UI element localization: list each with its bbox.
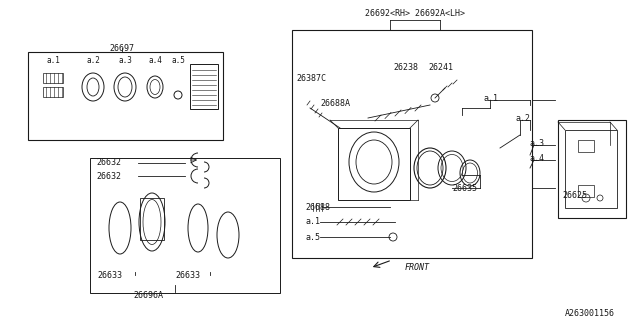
- Text: a.5: a.5: [305, 233, 320, 242]
- Text: FRONT: FRONT: [405, 263, 430, 273]
- Bar: [558, 120, 626, 218]
- Text: 26387C: 26387C: [296, 74, 326, 83]
- Text: 26696A: 26696A: [133, 291, 163, 300]
- Bar: [140, 198, 164, 240]
- Bar: [578, 185, 594, 197]
- Bar: [28, 52, 223, 140]
- Text: a.2: a.2: [516, 114, 531, 123]
- Bar: [565, 130, 617, 208]
- Bar: [338, 128, 410, 200]
- Text: 26635: 26635: [452, 183, 477, 193]
- Text: a.5: a.5: [171, 55, 185, 65]
- Text: 26688A: 26688A: [320, 99, 350, 108]
- Text: 26688: 26688: [305, 203, 330, 212]
- Text: a.3: a.3: [530, 139, 545, 148]
- Text: a.1: a.1: [483, 93, 498, 102]
- Text: 26632: 26632: [96, 172, 121, 180]
- Text: 26625: 26625: [562, 190, 587, 199]
- Text: a.4: a.4: [530, 154, 545, 163]
- Text: a.1: a.1: [305, 218, 320, 227]
- Bar: [43, 87, 63, 97]
- Text: a.3: a.3: [118, 55, 132, 65]
- Text: 26632: 26632: [96, 157, 121, 166]
- Bar: [90, 158, 280, 293]
- Text: 26633: 26633: [175, 270, 200, 279]
- Text: a.4: a.4: [148, 55, 162, 65]
- Text: 26241: 26241: [428, 62, 453, 71]
- Bar: [43, 73, 63, 83]
- Text: 26633: 26633: [97, 270, 122, 279]
- Text: a.1: a.1: [46, 55, 60, 65]
- Text: 26238: 26238: [393, 62, 418, 71]
- Bar: [578, 140, 594, 152]
- Bar: [292, 30, 532, 258]
- Bar: [190, 64, 218, 109]
- Text: 26697: 26697: [109, 44, 134, 52]
- Text: 26692<RH> 26692A<LH>: 26692<RH> 26692A<LH>: [365, 9, 465, 18]
- Text: A263001156: A263001156: [565, 308, 615, 317]
- Text: a.2: a.2: [86, 55, 100, 65]
